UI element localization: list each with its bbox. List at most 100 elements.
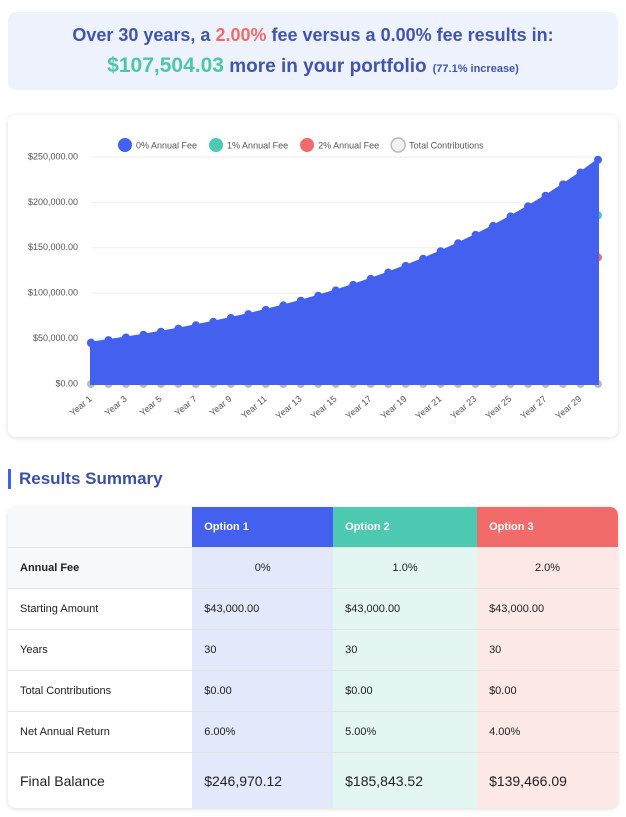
text: more in your portfolio	[223, 56, 427, 77]
x-tick-label: Year 1	[68, 394, 94, 418]
x-tick-label: Year 3	[103, 394, 129, 418]
x-tick-label: Year 11	[239, 394, 268, 421]
table-row: Total Contributions $0.00 $0.00 $0.00	[8, 670, 618, 712]
point	[436, 247, 445, 256]
value-cell: $246,970.12	[192, 752, 334, 808]
y-tick-label: $200,000.00	[28, 197, 78, 207]
percent-increase: (77.1% increase)	[432, 63, 519, 75]
x-tick-label: Year 29	[553, 394, 583, 421]
point	[524, 202, 533, 211]
point	[576, 168, 585, 177]
difference: $107,504.03	[107, 54, 224, 77]
point	[174, 324, 183, 333]
point	[226, 314, 235, 323]
point	[454, 239, 463, 248]
table-row: Starting Amount $43,000.00 $43,000.00 $43,0…	[8, 588, 618, 630]
value-cell: 30	[477, 629, 618, 671]
y-tick-label: $100,000.00	[28, 288, 78, 298]
value-cell: 0%	[192, 547, 334, 589]
results-table: Option 1 Option 2 Option 3 Annual Fee 0% 1.0%…	[8, 507, 618, 808]
area	[90, 157, 599, 385]
x-tick-label: Year 7	[173, 394, 199, 418]
point	[506, 212, 515, 221]
column-header: Option 3	[477, 507, 618, 548]
point	[279, 301, 288, 310]
legend-marker	[390, 137, 406, 153]
point	[121, 333, 130, 342]
legend-label: Total Contributions	[409, 140, 484, 150]
point	[401, 261, 410, 270]
value-cell: $43,000.00	[333, 588, 478, 630]
legend-label: 2% Annual Fee	[318, 140, 379, 150]
chart-card: $0.00 $50,000.00 $100,000.00 $150,000.00 $20…	[8, 115, 618, 437]
x-tick-label: Year 25	[483, 394, 513, 421]
row-label: Final Balance	[8, 752, 193, 808]
value-cell: 6.00%	[192, 711, 334, 753]
fee-high: 2.00%	[215, 25, 267, 45]
row-label: Years	[8, 629, 193, 671]
legend-marker	[118, 138, 132, 152]
point	[314, 291, 323, 300]
value-cell: $0.00	[192, 670, 334, 712]
value-cell: 1.0%	[333, 547, 478, 589]
legend-label: 0% Annual Fee	[136, 140, 197, 150]
table-row: Years 30 30 30	[8, 629, 618, 671]
point	[541, 191, 550, 200]
value-cell: 4.00%	[477, 711, 618, 753]
row-label: Annual Fee	[8, 547, 193, 589]
legend-label: 1% Annual Fee	[227, 140, 288, 150]
table-row: Annual Fee 0% 1.0% 2.0%	[8, 547, 618, 589]
value-cell: 30	[333, 629, 478, 671]
table-row: Final Balance $246,970.12 $185,843.52 $139,…	[8, 752, 618, 808]
point	[384, 268, 393, 277]
y-tick-label: $0.00	[55, 378, 78, 388]
legend-marker	[209, 138, 224, 152]
point	[471, 230, 480, 239]
point	[594, 155, 602, 164]
point	[104, 336, 113, 345]
chart: $0.00 $50,000.00 $100,000.00 $150,000.00 $20…	[28, 137, 602, 421]
x-tick-label: Year 5	[138, 394, 164, 418]
header-cell	[8, 507, 193, 548]
y-tick-label: $50,000.00	[33, 333, 78, 343]
y-tick-label: $150,000.00	[28, 242, 78, 252]
column-header: Option 2	[333, 507, 478, 548]
y-tick-label: $250,000.00	[28, 151, 78, 161]
column-header: Option 1	[192, 507, 334, 548]
text: Over 30 years, a	[72, 25, 216, 45]
value-cell: 2.0%	[477, 547, 618, 589]
value-cell: $43,000.00	[477, 588, 618, 630]
x-tick-label: Year 9	[208, 394, 234, 418]
x-tick-label: Year 17	[344, 394, 374, 421]
point	[366, 274, 375, 283]
value-cell: $43,000.00	[192, 588, 334, 630]
point	[349, 280, 358, 289]
header: Over 30 years, a 2.00% fee versus a 0.00…	[8, 12, 618, 90]
row-label: Net Annual Return	[8, 711, 193, 753]
point	[419, 254, 428, 263]
legend-marker	[300, 138, 315, 152]
section-title: Results Summary	[8, 469, 163, 489]
x-tick-label: Year 19	[379, 394, 409, 421]
x-tick-label: Year 27	[518, 394, 548, 421]
point	[559, 180, 568, 189]
text: fee versus a	[266, 25, 381, 45]
point	[139, 330, 148, 339]
fee-low: 0.00%	[380, 25, 432, 45]
value-cell: 30	[192, 629, 334, 671]
header-row: Option 1 Option 2 Option 3	[8, 507, 618, 548]
value-cell: $0.00	[477, 670, 618, 712]
point	[489, 221, 498, 230]
point	[331, 286, 340, 295]
point	[296, 296, 305, 305]
row-label: Total Contributions	[8, 670, 193, 712]
x-tick-label: Year 23	[448, 394, 478, 421]
point	[209, 317, 218, 326]
x-tick-label: Year 15	[309, 394, 339, 421]
point	[191, 321, 200, 330]
headline-result: $107,504.03 more in your portfolio (77.1%…	[8, 54, 618, 78]
headline: Over 30 years, a 2.00% fee versus a 0.00…	[8, 25, 618, 46]
row-label: Starting Amount	[8, 588, 193, 630]
x-tick-label: Year 13	[274, 394, 304, 421]
